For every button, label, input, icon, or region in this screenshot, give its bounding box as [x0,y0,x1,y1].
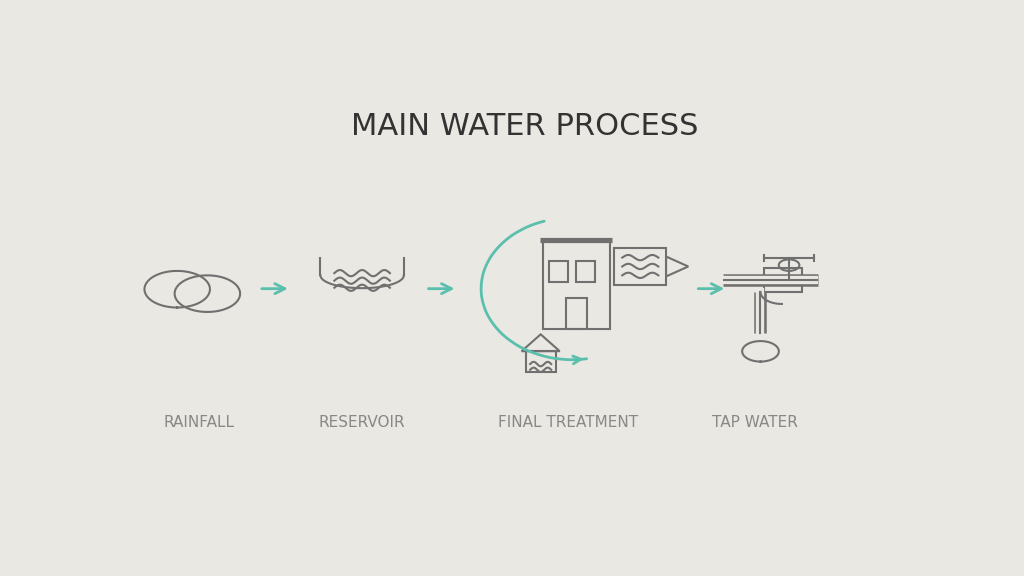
Text: FINAL TREATMENT: FINAL TREATMENT [499,415,639,430]
Text: RESERVOIR: RESERVOIR [318,415,406,430]
Bar [549,261,568,282]
Text: RAINFALL: RAINFALL [164,415,234,430]
Text: TAP WATER: TAP WATER [712,415,798,430]
Bar [764,268,802,292]
Bar [614,248,666,285]
Text: MAIN WATER PROCESS: MAIN WATER PROCESS [351,112,698,141]
Bar [575,261,595,282]
Bar [566,298,587,328]
Bar [525,351,556,373]
Bar [543,240,610,328]
